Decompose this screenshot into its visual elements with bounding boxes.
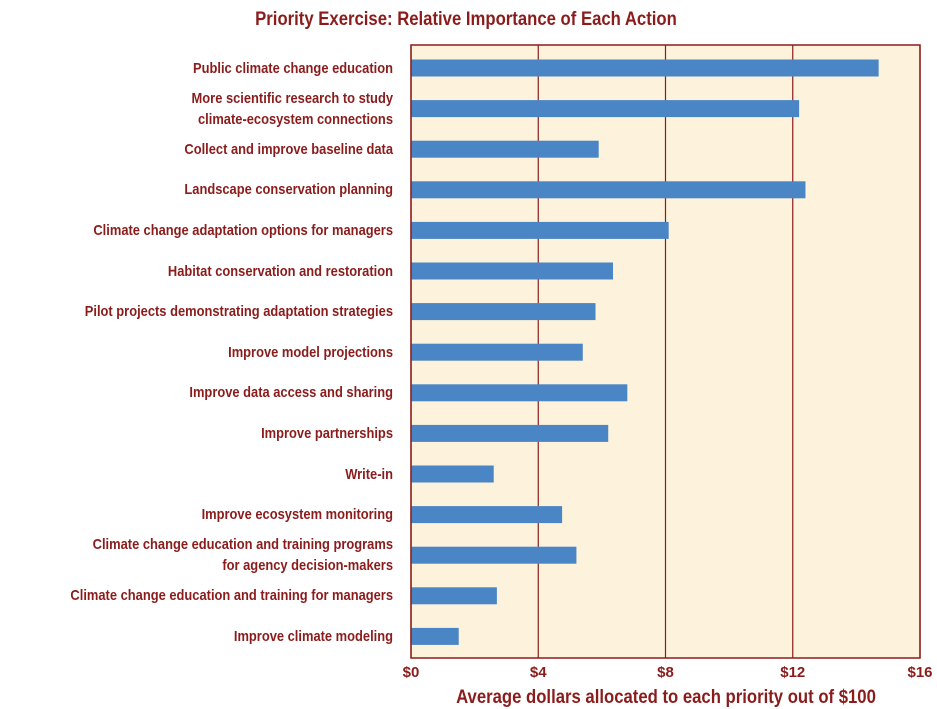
x-axis-label: Average dollars allocated to each priori…: [456, 686, 876, 707]
x-tick-label: $12: [780, 664, 805, 681]
y-tick-label: Habitat conservation and restoration: [167, 262, 393, 280]
y-tick-label: Improve climate modeling: [233, 627, 393, 645]
bar: [411, 262, 614, 280]
y-tick-label: Improve partnerships: [261, 424, 393, 442]
y-tick-label: Improve data access and sharing: [189, 384, 393, 402]
bar: [411, 140, 599, 158]
plot-border: [410, 44, 921, 659]
bar: [411, 465, 494, 483]
y-tick-label: Improve ecosystem monitoring: [201, 506, 393, 524]
bar: [411, 303, 596, 321]
y-tick-label: Write-in: [345, 465, 393, 483]
chart-title: Priority Exercise: Relative Importance o…: [255, 8, 677, 29]
bar: [411, 546, 577, 564]
y-tick-label: Climate change education and training pr…: [92, 536, 393, 575]
bar: [411, 59, 879, 77]
y-tick-label: Climate change adaptation options for ma…: [93, 221, 394, 239]
y-tick-label: Climate change education and training fo…: [70, 587, 393, 605]
y-tick-label: Landscape conservation planning: [184, 181, 393, 199]
bar: [411, 506, 563, 524]
y-tick-label: Improve model projections: [228, 343, 393, 361]
bar: [411, 221, 669, 239]
bar: [411, 424, 609, 442]
bar: [411, 627, 459, 645]
x-tick-label: $8: [657, 664, 674, 681]
y-tick-label: Public climate change education: [192, 59, 393, 77]
y-tick-label: Pilot projects demonstrating adaptation …: [84, 303, 393, 321]
bar: [411, 343, 583, 361]
bar: [411, 181, 806, 199]
y-tick-label: Collect and improve baseline data: [184, 140, 393, 158]
bar: [411, 100, 800, 118]
x-tick-label: $4: [530, 664, 547, 681]
bar: [411, 587, 497, 605]
x-tick-label: $16: [907, 664, 932, 681]
y-tick-label: More scientific research to study climat…: [191, 89, 393, 128]
bar: [411, 384, 628, 402]
x-tick-label: $0: [403, 664, 420, 681]
